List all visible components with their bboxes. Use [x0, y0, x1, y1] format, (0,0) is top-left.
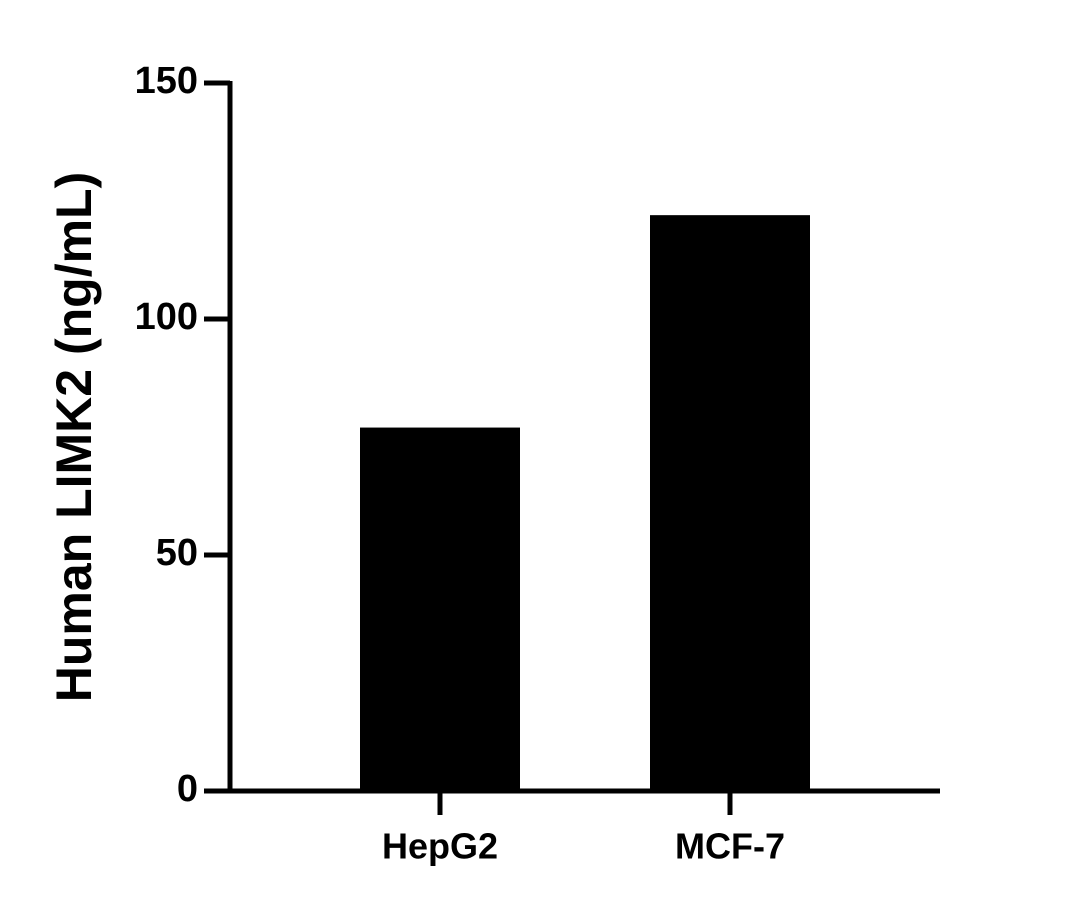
x-tick-label: MCF-7	[675, 826, 785, 867]
x-tick-label: HepG2	[382, 826, 498, 867]
bar	[360, 427, 520, 791]
y-tick-label: 150	[135, 60, 198, 102]
y-tick-label: 50	[156, 532, 198, 574]
y-tick-label: 100	[135, 296, 198, 338]
bar	[650, 215, 810, 791]
y-axis-label: Human LIMK2 (ng/mL)	[46, 172, 102, 703]
y-tick-label: 0	[177, 768, 198, 810]
